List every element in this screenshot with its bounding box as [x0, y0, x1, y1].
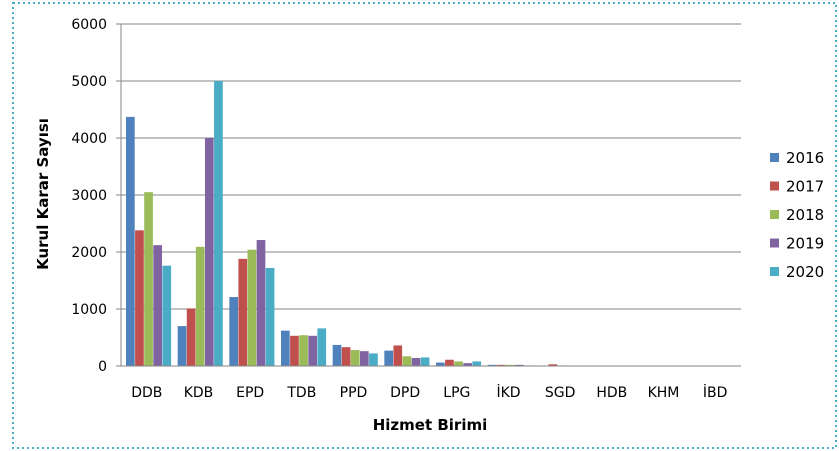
bar-2020-ddb [162, 265, 172, 366]
bar-2017-ddb [135, 230, 144, 366]
bar-2018-dpd [402, 356, 412, 366]
y-tick-label: 4000 [71, 131, 107, 147]
bar-2019-dpd [411, 358, 421, 366]
bar-2017-ppd [341, 347, 351, 366]
bar-2016-lpg [436, 362, 445, 366]
bar-2018-ddb [144, 192, 153, 366]
bar-2018-epd [247, 249, 257, 366]
x-tick-label: SGD [545, 385, 576, 401]
bar-2017-dpd [393, 345, 403, 366]
x-tick-label: DDB [131, 385, 162, 401]
x-tick-label: TDB [286, 385, 316, 401]
y-tick-labels: 0 1000 2000 3000 4000 5000 6000 [71, 17, 107, 375]
x-tick-label: LPG [443, 385, 470, 401]
bar-2017-tdb [290, 335, 299, 366]
y-tick-label: 5000 [71, 74, 107, 90]
bar-2020-ppd [369, 353, 378, 366]
bar-2016-epd [229, 297, 239, 366]
y-tick-label: 3000 [71, 188, 107, 204]
bar-2016-i̇kd [487, 364, 497, 366]
bar-2017-sgd [548, 364, 558, 366]
bar-2019-ddb [153, 245, 162, 366]
x-tick-label: İKD [496, 383, 520, 401]
bar-2018-lpg [454, 361, 463, 366]
x-tick-label: İBD [703, 383, 728, 401]
x-tick-label: EPD [236, 385, 264, 401]
bar-2016-kdb [177, 326, 187, 366]
y-tick-label: 6000 [71, 17, 107, 33]
y-axis-title: Kurul Karar Sayısı [34, 118, 52, 270]
legend-label-2020: 2020 [786, 263, 824, 281]
bar-2019-i̇kd [514, 364, 524, 366]
x-tick-labels: DDB KDB EPD TDB PPD DPD LPG İKD SGD HDB KHM İBD [131, 383, 727, 401]
legend-label-2018: 2018 [786, 206, 824, 224]
bar-2020-dpd [420, 357, 430, 366]
y-tick-label: 2000 [71, 245, 107, 261]
bar-2017-kdb [186, 308, 196, 366]
legend: 2016 2017 2018 2019 2020 [770, 149, 824, 281]
axes-group [116, 23, 741, 367]
bar-2017-lpg [445, 359, 454, 366]
y-tick-label: 1000 [71, 302, 107, 318]
legend-swatch-2019 [770, 238, 779, 248]
bar-2020-tdb [317, 328, 327, 366]
bar-2020-lpg [472, 361, 482, 366]
x-tick-label: DPD [390, 385, 420, 401]
x-axis-title: Hizmet Birimi [373, 416, 488, 434]
x-tick-label: KDB [184, 385, 214, 401]
bar-2018-kdb [195, 246, 205, 366]
bar-2017-i̇kd [496, 364, 506, 366]
bar-2018-tdb [299, 335, 308, 366]
bar-2019-kdb [204, 138, 214, 366]
legend-swatch-2016 [770, 153, 779, 162]
y-tick-label: 0 [98, 359, 107, 375]
bar-2019-ppd [359, 351, 369, 366]
legend-swatch-2017 [770, 181, 779, 191]
x-tick-label: PPD [340, 385, 368, 401]
legend-swatch-2020 [770, 267, 779, 276]
bar-2016-ddb [126, 116, 135, 366]
x-tick-label: HDB [596, 385, 627, 401]
bar-2019-epd [256, 240, 266, 366]
bar-2016-dpd [384, 350, 394, 366]
legend-swatch-2018 [770, 210, 779, 219]
legend-label-2016: 2016 [786, 149, 824, 167]
bar-2019-tdb [308, 335, 317, 366]
bar-2016-tdb [281, 330, 290, 366]
bar-2018-ppd [350, 350, 360, 366]
bars-group [126, 81, 567, 366]
bar-2020-epd [265, 267, 275, 366]
bar-2017-epd [238, 258, 248, 366]
legend-label-2019: 2019 [786, 235, 824, 253]
bar-2020-kdb [214, 81, 223, 366]
gridlines [121, 23, 741, 310]
bar-2019-lpg [463, 363, 472, 366]
legend-label-2017: 2017 [786, 178, 824, 196]
dotted-frame-border [12, 2, 837, 449]
x-tick-label: KHM [648, 385, 680, 401]
bar-2018-i̇kd [505, 364, 515, 366]
bar-2016-ppd [332, 344, 342, 366]
